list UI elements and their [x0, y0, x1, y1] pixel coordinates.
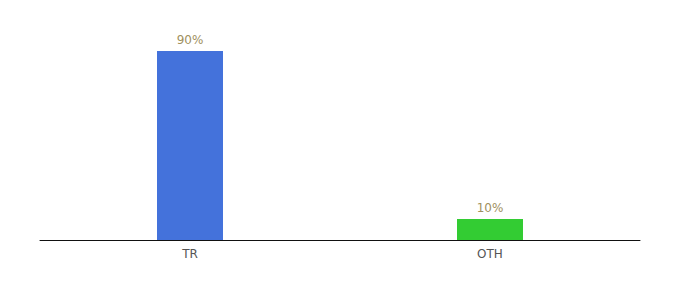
svg-text:10%: 10% — [477, 201, 504, 215]
svg-text:90%: 90% — [177, 33, 204, 47]
svg-text:TR: TR — [181, 247, 198, 261]
svg-text:OTH: OTH — [477, 247, 503, 261]
